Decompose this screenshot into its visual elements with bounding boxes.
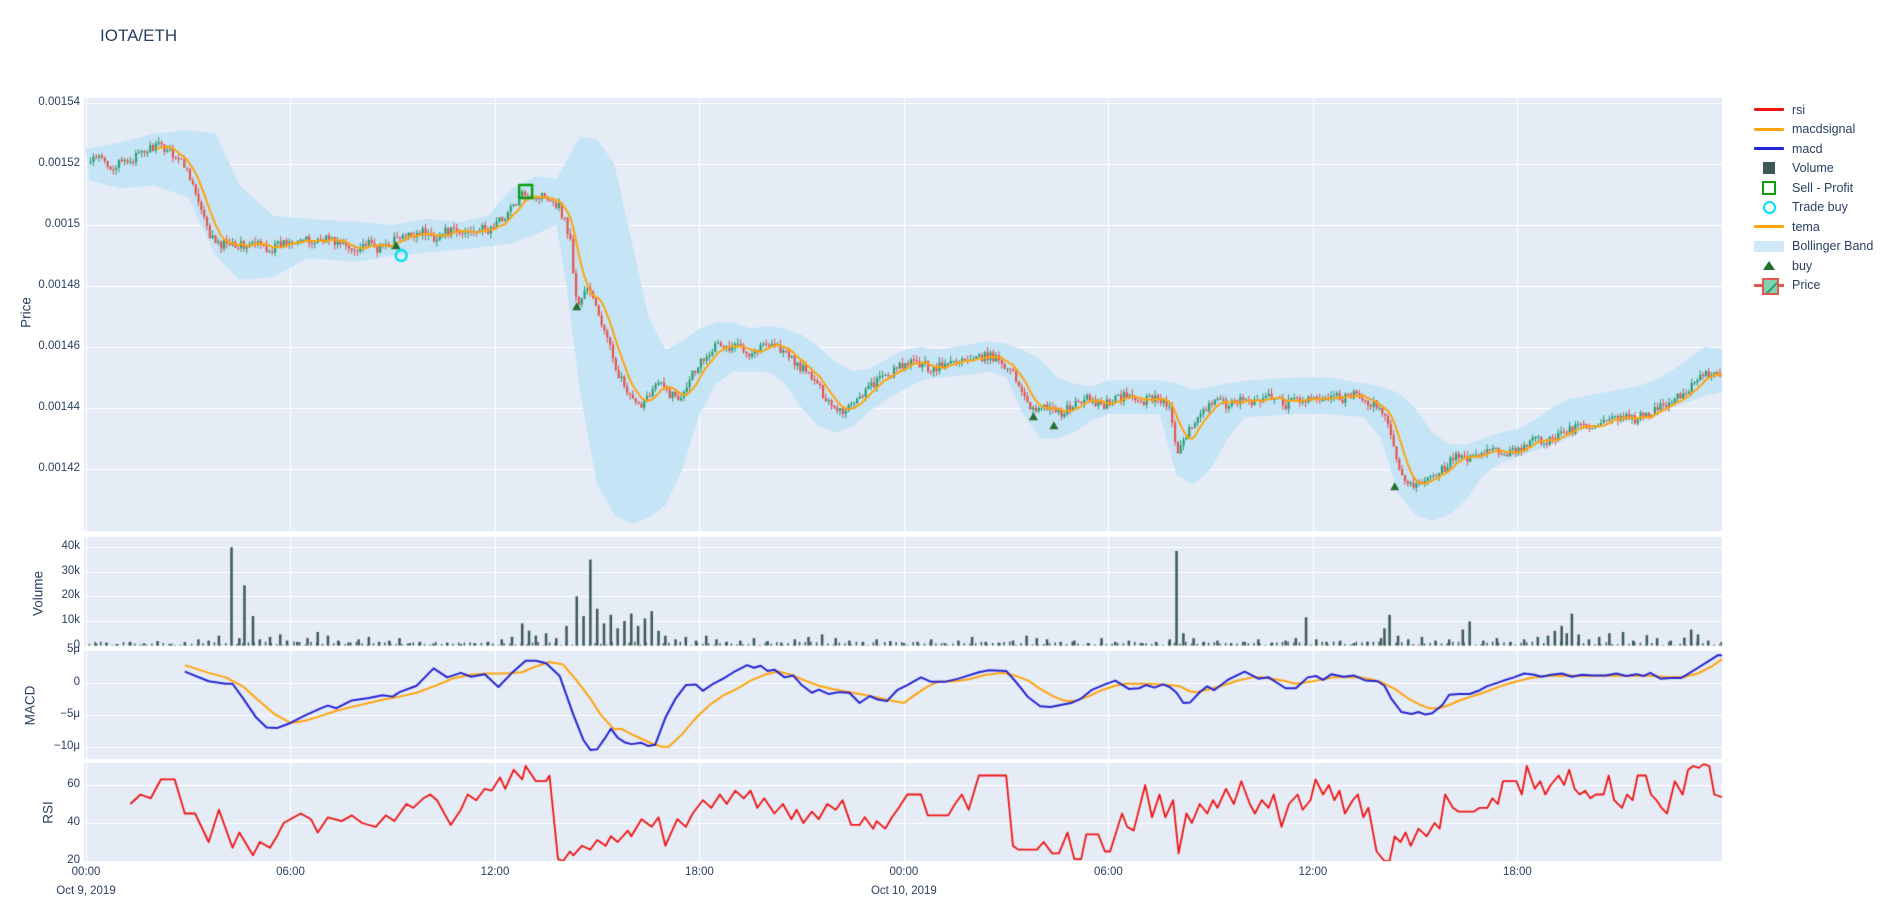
- circle-open-swatch-icon: [1752, 200, 1786, 214]
- candle-swatch-icon: [1752, 277, 1786, 296]
- macd-tick-label: −10μ: [53, 739, 80, 752]
- volume-tick-label: 10k: [61, 613, 80, 626]
- legend-label: tema: [1792, 219, 1820, 234]
- price-tick-label: 0.00142: [38, 462, 80, 474]
- legend-item-macdsignal[interactable]: macdsignal: [1752, 120, 1888, 140]
- x-tick-label: 18:00: [1502, 866, 1532, 878]
- volume-tick-label: 20k: [61, 589, 80, 602]
- legend-item-sell-profit[interactable]: Sell - Profit: [1752, 178, 1888, 198]
- square-open-swatch-icon: [1752, 180, 1786, 195]
- macd-tick-label: −5μ: [60, 707, 80, 720]
- square-swatch-icon: [1752, 162, 1786, 175]
- legend-label: Price: [1792, 278, 1821, 293]
- volume-tick-label: 0: [73, 638, 80, 651]
- line-swatch-icon: [1752, 127, 1786, 131]
- legend-item-macd[interactable]: macd: [1752, 139, 1888, 159]
- price-axis-title: Price: [18, 297, 34, 328]
- rsi-tick-label: 20: [67, 854, 80, 866]
- legend-item-tema[interactable]: tema: [1752, 217, 1888, 237]
- legend-item-rsi[interactable]: rsi: [1752, 100, 1888, 120]
- line-swatch-icon: [1752, 225, 1786, 229]
- x-tick-label: 00:00: [889, 866, 919, 878]
- legend-label: macdsignal: [1792, 122, 1856, 137]
- legend-item-bollinger-band[interactable]: Bollinger Band: [1752, 237, 1888, 257]
- chart-title: IOTA/ETH: [100, 26, 178, 45]
- legend-item-volume[interactable]: Volume: [1752, 159, 1888, 179]
- legend-label: Bollinger Band: [1792, 239, 1874, 254]
- x-tick-label: 00:00: [71, 866, 101, 878]
- volume-tick-label: 40k: [61, 540, 80, 553]
- legend-label: Trade buy: [1792, 200, 1848, 215]
- x-date-label: Oct 10, 2019: [870, 885, 937, 897]
- legend-label: Volume: [1792, 161, 1834, 176]
- price-tick-label: 0.00152: [38, 157, 80, 169]
- macd-tick-label: 0: [73, 675, 80, 688]
- legend-label: rsi: [1792, 102, 1806, 117]
- x-tick-label: 18:00: [685, 866, 714, 878]
- legend-label: macd: [1792, 141, 1823, 156]
- x-date-label: Oct 9, 2019: [56, 885, 116, 897]
- volume-tick-label: 30k: [61, 564, 80, 577]
- price-tick-label: 0.00144: [38, 401, 80, 413]
- legend-item-price[interactable]: Price: [1752, 276, 1888, 296]
- price-tick-label: 0.00146: [38, 340, 80, 352]
- line-swatch-icon: [1752, 108, 1786, 112]
- legend-label: Sell - Profit: [1792, 180, 1854, 195]
- legend-label: buy: [1792, 258, 1813, 273]
- x-tick-label: 12:00: [480, 866, 510, 878]
- x-tick-label: 12:00: [1298, 866, 1328, 878]
- x-tick-label: 06:00: [276, 866, 305, 878]
- x-tick-label: 06:00: [1094, 866, 1123, 878]
- legend: rsi macdsignal macd Volume Sell - Profit Trad…: [1752, 100, 1888, 296]
- rsi-axis-title: RSI: [40, 801, 56, 824]
- line-swatch-icon: [1752, 147, 1786, 151]
- triangle-swatch-icon: [1752, 261, 1786, 271]
- rsi-tick-label: 60: [67, 778, 80, 790]
- price-tick-label: 0.00154: [38, 96, 80, 108]
- legend-item-buy[interactable]: buy: [1752, 256, 1888, 276]
- legend-item-trade-buy[interactable]: Trade buy: [1752, 198, 1888, 218]
- rsi-tick-label: 40: [67, 816, 80, 828]
- price-tick-label: 0.0015: [44, 218, 80, 230]
- macd-tick-label: 5μ: [66, 643, 80, 656]
- price-tick-label: 0.00148: [38, 279, 80, 291]
- area-swatch-icon: [1752, 240, 1786, 252]
